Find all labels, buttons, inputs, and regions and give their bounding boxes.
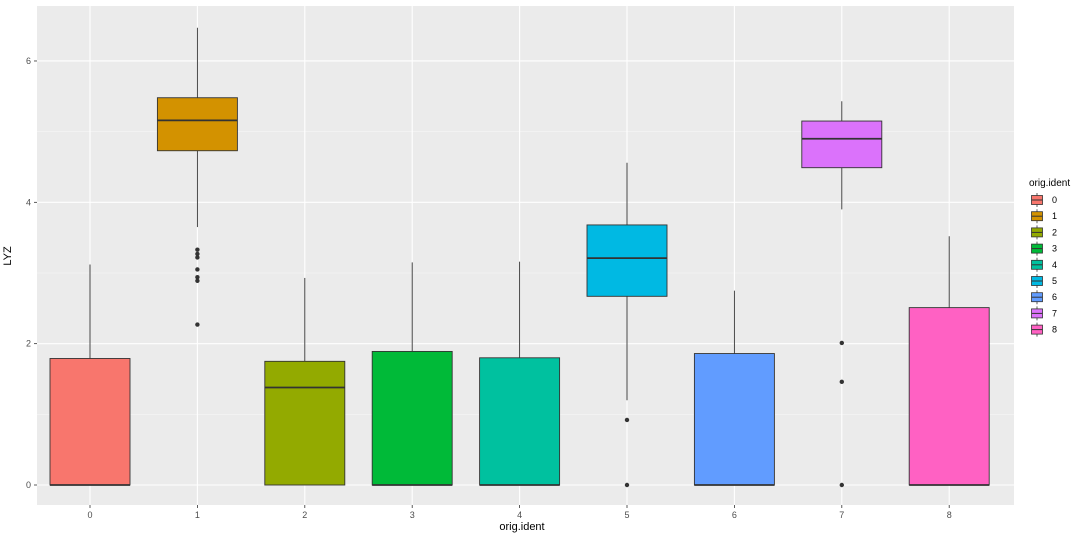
outlier-point — [195, 267, 200, 272]
outlier-point — [195, 247, 200, 252]
box-body — [264, 360, 346, 486]
legend-item-0: 0 — [1031, 193, 1057, 207]
x-tick-label: 0 — [87, 510, 92, 520]
x-tick-label: 8 — [947, 510, 952, 520]
box-6 — [693, 290, 775, 486]
box-body — [371, 350, 453, 486]
y-axis-title: LYZ — [2, 246, 14, 266]
box-0 — [49, 264, 131, 486]
outlier-point — [839, 379, 844, 385]
outlier-point — [195, 251, 200, 257]
legend-item-7: 7 — [1031, 306, 1057, 321]
legend-label: 2 — [1052, 227, 1057, 237]
x-tick-label: 3 — [410, 510, 415, 520]
box-body — [908, 307, 990, 486]
box-body — [586, 224, 668, 297]
outlier-point — [195, 255, 200, 260]
x-tick-label: 6 — [732, 510, 737, 520]
x-tick-label: 5 — [624, 510, 629, 520]
legend-item-2: 2 — [1031, 225, 1057, 240]
outlier-point — [195, 275, 200, 280]
y-tick-label: 0 — [26, 480, 31, 490]
outlier-point — [624, 482, 630, 488]
box-1 — [156, 27, 238, 327]
box-body — [156, 97, 238, 152]
legend-item-1: 1 — [1031, 209, 1057, 224]
legend-label: 4 — [1052, 260, 1057, 270]
box-body — [479, 357, 561, 486]
box-7 — [801, 101, 883, 488]
box-3 — [371, 262, 453, 486]
legend-item-4: 4 — [1031, 257, 1057, 272]
box-series — [49, 27, 990, 488]
x-axis-title: orig.ident — [499, 521, 544, 533]
outlier-point — [195, 278, 200, 283]
legend-label: 6 — [1052, 292, 1057, 302]
box-8 — [908, 236, 990, 486]
legend-item-6: 6 — [1031, 290, 1057, 305]
legend-label: 7 — [1052, 308, 1057, 318]
box-body — [693, 353, 775, 486]
legend-label: 8 — [1052, 325, 1057, 335]
box-4 — [479, 261, 561, 486]
legend-label: 1 — [1052, 211, 1057, 221]
outlier-point — [624, 417, 630, 423]
box-body — [49, 358, 131, 486]
legend-label: 3 — [1052, 244, 1057, 254]
outlier-point — [195, 322, 200, 327]
y-axis: 0 2 4 6 — [26, 56, 37, 490]
y-tick-label: 4 — [26, 197, 31, 207]
box-5 — [586, 162, 668, 488]
x-tick-label: 7 — [839, 510, 844, 520]
x-tick-label: 4 — [517, 510, 522, 520]
outlier-point — [839, 482, 844, 488]
legend-title: orig.ident — [1029, 178, 1070, 189]
x-tick-label: 1 — [195, 510, 200, 520]
y-tick-label: 6 — [26, 56, 31, 66]
x-axis: 0 1 2 3 4 5 6 7 8 — [87, 505, 952, 520]
legend-item-3: 3 — [1031, 241, 1057, 256]
outlier-point — [839, 340, 844, 346]
legend-item-5: 5 — [1031, 274, 1057, 288]
x-tick-label: 2 — [302, 510, 307, 520]
box-2 — [264, 277, 346, 486]
legend-label: 0 — [1052, 195, 1057, 205]
legend: orig.ident 0 1 2 3 4 5 6 7 8 — [1029, 178, 1070, 337]
box-body — [801, 120, 883, 169]
legend-item-8: 8 — [1031, 322, 1057, 337]
legend-label: 5 — [1052, 276, 1057, 286]
y-tick-label: 2 — [26, 339, 31, 349]
